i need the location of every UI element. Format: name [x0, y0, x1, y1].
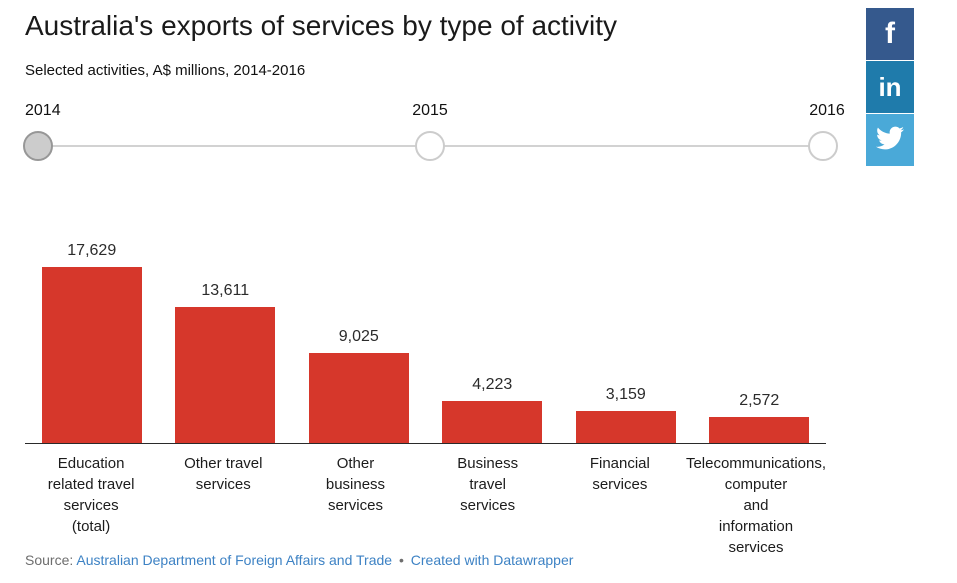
datawrapper-credit-link[interactable]: Created with Datawrapper	[410, 552, 574, 568]
bar-telecom[interactable]	[709, 417, 810, 443]
category-axis-labels: Education related travel services (total…	[25, 453, 826, 558]
facebook-share-button[interactable]: f	[866, 8, 914, 60]
social-share-bar: f in	[866, 8, 914, 167]
bar-group-business-travel: 4,223	[426, 240, 560, 443]
category-label-telecom: Telecommunications, computer and informa…	[685, 455, 826, 556]
slider-stop-2015[interactable]	[415, 131, 445, 161]
page-subtitle: Selected activities, A$ millions, 2014-2…	[25, 62, 306, 79]
bar-chart-plot-area: 17,629 13,611 9,025 4,223 3,159 2,572	[25, 240, 826, 444]
linkedin-share-button[interactable]: in	[866, 61, 914, 113]
slider-year-label-2014: 2014	[25, 102, 61, 119]
bar-other-business[interactable]	[308, 353, 409, 443]
category-label-business-travel: Business travel services	[457, 455, 519, 514]
slider-year-label-2015: 2015	[412, 102, 448, 119]
bar-financial[interactable]	[575, 411, 676, 443]
category-label-other-travel: Other travel services	[184, 455, 263, 493]
bar-group-education-travel: 17,629	[25, 240, 159, 443]
source-line: Source: Australian Department of Foreign…	[25, 552, 573, 568]
facebook-icon: f	[885, 17, 895, 50]
bar-business-travel[interactable]	[442, 401, 543, 443]
category-label-financial: Financial services	[589, 455, 650, 493]
twitter-icon	[876, 124, 904, 157]
bar-value-label: 3,159	[605, 386, 646, 403]
bar-value-label: 17,629	[67, 242, 117, 259]
bar-group-telecom: 2,572	[693, 240, 827, 443]
slider-stop-2016[interactable]	[808, 131, 838, 161]
source-link[interactable]: Australian Department of Foreign Affairs…	[76, 552, 393, 568]
linkedin-icon: in	[878, 71, 902, 102]
bar-other-travel[interactable]	[175, 307, 276, 443]
bar-value-label: 13,611	[201, 282, 250, 299]
footer-separator: •	[398, 552, 404, 568]
twitter-share-button[interactable]	[866, 114, 914, 166]
source-prefix: Source:	[25, 552, 74, 568]
bar-value-label: 4,223	[472, 376, 513, 393]
slider-year-label-2016: 2016	[809, 102, 845, 119]
page-title: Australia's exports of services by type …	[25, 10, 618, 41]
slider-handle-2014-active[interactable]	[23, 131, 53, 161]
bar-value-label: 2,572	[739, 392, 780, 409]
bar-education-travel[interactable]	[41, 267, 142, 443]
category-label-other-business: Other business services	[325, 455, 386, 514]
category-label-education-travel: Education related travel services (total…	[47, 455, 135, 535]
bar-group-other-travel: 13,611	[159, 240, 293, 443]
bar-group-other-business: 9,025	[292, 240, 426, 443]
bar-group-financial: 3,159	[559, 240, 693, 443]
bar-value-label: 9,025	[338, 328, 379, 345]
